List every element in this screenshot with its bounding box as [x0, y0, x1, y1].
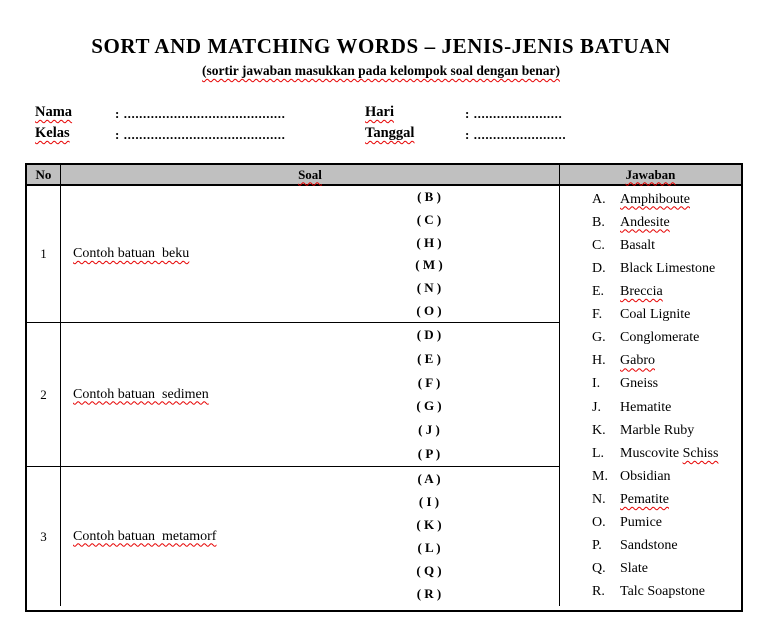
nama-label: Nama	[35, 104, 73, 120]
question-cell: Contoh batuan beku ( B ) ( C ) ( H ) ( M…	[61, 186, 559, 322]
tanggal-fill-line[interactable]: : ........................	[465, 127, 567, 142]
question-text: Contoh batuan sedimen	[73, 386, 209, 402]
kelas-label: Kelas	[35, 125, 70, 141]
answer-slot[interactable]: ( B )	[417, 189, 441, 205]
question-cell: Contoh batuan metamorf ( A ) ( I ) ( K )…	[61, 467, 559, 606]
answer-slot[interactable]: ( P )	[417, 446, 441, 462]
answer-item: P. Sandstone	[592, 538, 678, 554]
answer-slot[interactable]: ( A )	[417, 470, 441, 486]
answer-item: G. Conglomerate	[592, 330, 700, 346]
answer-item: F. Coal Lignite	[592, 307, 691, 323]
answer-slot[interactable]: ( K )	[416, 516, 442, 532]
answer-item: Q. Slate	[592, 561, 648, 577]
question-cell: Contoh batuan sedimen ( D ) ( E ) ( F ) …	[61, 323, 559, 466]
answer-item: N. Pematite	[592, 491, 669, 507]
answer-item: C. Basalt	[592, 237, 655, 253]
questions-column: 1 Contoh batuan beku ( B ) ( C ) ( H ) (…	[27, 186, 559, 606]
hari-fill-line[interactable]: : .......................	[465, 106, 563, 121]
question-text: Contoh batuan beku	[73, 246, 190, 261]
answer-slot[interactable]: ( E )	[417, 350, 441, 366]
answer-slot[interactable]: ( R )	[416, 586, 442, 602]
answer-slot[interactable]: ( F )	[417, 374, 441, 390]
answer-item: L. Muscovite Schiss	[592, 445, 719, 461]
table-row: 1 Contoh batuan beku ( B ) ( C ) ( H ) (…	[27, 186, 559, 323]
answer-item: R. Talc Soapstone	[592, 584, 705, 600]
answer-slot[interactable]: ( C )	[416, 211, 442, 227]
kelas-fill-line[interactable]: : ......................................…	[115, 127, 286, 142]
table-row: 2 Contoh batuan sedimen ( D ) ( E ) ( F …	[27, 323, 559, 467]
nama-fill-line[interactable]: : ......................................…	[115, 106, 286, 121]
answer-slot[interactable]: ( J )	[418, 422, 440, 438]
header-no: No	[27, 165, 61, 184]
header-jawaban: Jawaban	[625, 166, 676, 182]
table-body: 1 Contoh batuan beku ( B ) ( C ) ( H ) (…	[27, 186, 741, 606]
header-soal: Soal	[61, 165, 560, 184]
row-number: 1	[27, 186, 61, 322]
answer-item: E. Breccia	[592, 283, 663, 299]
answer-slot[interactable]: ( D )	[416, 326, 442, 342]
page-subtitle: (sortir jawaban masukkan pada kelompok s…	[0, 63, 762, 79]
answer-slot[interactable]: ( G )	[416, 398, 442, 414]
answer-slots: ( B ) ( C ) ( H ) ( M ) ( N ) ( O )	[369, 186, 489, 322]
answer-slots: ( A ) ( I ) ( K ) ( L ) ( Q ) ( R )	[369, 467, 489, 606]
row-number: 2	[27, 323, 61, 466]
answer-item: O. Pumice	[592, 515, 662, 531]
answer-slots: ( D ) ( E ) ( F ) ( G ) ( J ) ( P )	[369, 323, 489, 466]
hari-label: Hari	[365, 104, 394, 120]
tanggal-label: Tanggal	[365, 125, 415, 141]
page-title: SORT AND MATCHING WORDS – JENIS-JENIS BA…	[91, 34, 671, 58]
answer-slot[interactable]: ( H )	[416, 234, 442, 250]
matching-table: No Soal Jawaban 1 Contoh batuan beku ( B…	[25, 163, 743, 612]
answer-item: K. Marble Ruby	[592, 422, 695, 438]
answers-column: A. Amphiboute B. Andesite C. Basalt D. Black…	[559, 186, 740, 606]
row-number: 3	[27, 467, 61, 606]
answer-slot[interactable]: ( I )	[418, 493, 440, 509]
answer-item: H. Gabro	[592, 353, 655, 369]
answer-slot[interactable]: ( M )	[415, 257, 443, 273]
subtitle-text: (sortir jawaban masukkan pada kelompok s…	[202, 63, 560, 78]
answer-item: A. Amphiboute	[592, 191, 690, 207]
answer-slot[interactable]: ( L )	[417, 540, 441, 556]
answer-item: B. Andesite	[592, 214, 670, 230]
answer-slot[interactable]: ( O )	[416, 302, 442, 318]
answer-item: M. Obsidian	[592, 468, 671, 484]
question-text: Contoh batuan metamorf	[73, 528, 217, 544]
answer-slot[interactable]: ( N )	[416, 279, 442, 295]
answer-item: I. Gneiss	[592, 376, 659, 392]
answer-item: J. Hematite	[592, 399, 672, 415]
answer-item: D. Black Limestone	[592, 260, 716, 276]
table-header-row: No Soal Jawaban	[27, 165, 741, 186]
table-row: 3 Contoh batuan metamorf ( A ) ( I ) ( K…	[27, 467, 559, 606]
answer-slot[interactable]: ( Q )	[416, 563, 442, 579]
